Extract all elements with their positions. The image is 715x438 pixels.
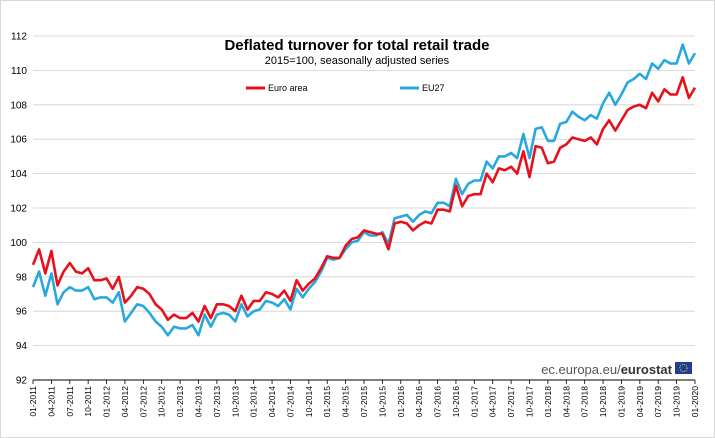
x-tick-label: 01-2011 — [28, 386, 38, 417]
y-tick-label: 112 — [11, 32, 27, 43]
x-tick-label: 01-2014 — [249, 386, 259, 417]
x-tick-label: 01-2013 — [175, 386, 185, 417]
y-axis-ticks: 92 94 96 98 100 102 104 106 108 110 112 — [10, 32, 27, 387]
x-tick-label: 10-2015 — [377, 386, 387, 417]
y-tick-label: 102 — [10, 204, 27, 215]
x-tick-label: 01-2017 — [469, 386, 479, 417]
x-axis-ticks: 01-2011 04-2011 07-2011 10-2011 01-2012 04-20… — [28, 380, 700, 417]
source-credit: ec.europa.eu/eurostat — [541, 362, 692, 377]
chart-subtitle: 2015=100, seasonally adjusted series — [265, 55, 450, 67]
x-tick-label: 07-2013 — [212, 386, 222, 417]
eu-flag-icon — [675, 362, 692, 374]
x-tick-label: 01-2018 — [543, 386, 553, 417]
x-tick-label: 10-2011 — [83, 386, 93, 417]
x-tick-label: 01-2016 — [396, 386, 406, 417]
x-tick-label: 07-2011 — [65, 386, 75, 417]
x-tick-label: 04-2014 — [267, 386, 277, 417]
series-lines — [31, 43, 697, 337]
x-tick-label: 10-2012 — [157, 386, 167, 417]
x-tick-label: 04-2016 — [414, 386, 424, 417]
x-tick-label: 07-2014 — [285, 386, 295, 417]
legend-label-euro-area: Euro area — [268, 83, 308, 93]
y-tick-label: 106 — [10, 135, 27, 146]
y-tick-label: 100 — [10, 238, 27, 249]
y-tick-label: 94 — [16, 341, 28, 352]
x-tick-label: 01-2019 — [616, 386, 626, 417]
x-tick-label: 04-2015 — [341, 386, 351, 417]
legend: Euro area EU27 — [246, 83, 445, 93]
x-tick-label: 10-2019 — [672, 386, 682, 417]
x-tick-label: 10-2017 — [525, 386, 535, 417]
y-tick-label: 98 — [16, 272, 28, 283]
y-tick-label: 110 — [11, 66, 27, 77]
x-tick-label: 04-2019 — [635, 386, 645, 417]
x-tick-label: 07-2017 — [506, 386, 516, 417]
x-tick-label: 07-2018 — [580, 386, 590, 417]
x-tick-label: 10-2016 — [451, 386, 461, 417]
source-credit-text: ec.europa.eu/eurostat — [541, 362, 672, 377]
x-tick-label: 01-2015 — [322, 386, 332, 417]
x-tick-label: 01-2020 — [690, 386, 700, 417]
x-tick-label: 07-2015 — [359, 386, 369, 417]
x-tick-label: 10-2014 — [304, 386, 314, 417]
source-credit-brand: eurostat — [621, 362, 673, 377]
series-line-euro-area — [31, 76, 697, 323]
y-tick-label: 92 — [16, 376, 28, 387]
y-tick-label: 96 — [16, 307, 28, 318]
x-tick-label: 07-2019 — [653, 386, 663, 417]
x-tick-label: 04-2012 — [120, 386, 130, 417]
x-tick-label: 04-2018 — [561, 386, 571, 417]
x-tick-label: 04-2013 — [194, 386, 204, 417]
x-tick-label: 07-2016 — [433, 386, 443, 417]
y-tick-label: 104 — [10, 169, 27, 180]
chart-title: Deflated turnover for total retail trade — [224, 37, 489, 54]
x-tick-label: 10-2013 — [230, 386, 240, 417]
x-tick-label: 10-2018 — [598, 386, 608, 417]
x-tick-label: 04-2017 — [488, 386, 498, 417]
x-tick-label: 04-2011 — [46, 386, 56, 417]
legend-label-eu27: EU27 — [422, 83, 445, 93]
x-tick-label: 07-2012 — [138, 386, 148, 417]
x-tick-label: 01-2012 — [102, 386, 112, 417]
source-credit-site: ec.europa.eu/ — [541, 362, 621, 377]
y-tick-label: 108 — [10, 100, 27, 111]
